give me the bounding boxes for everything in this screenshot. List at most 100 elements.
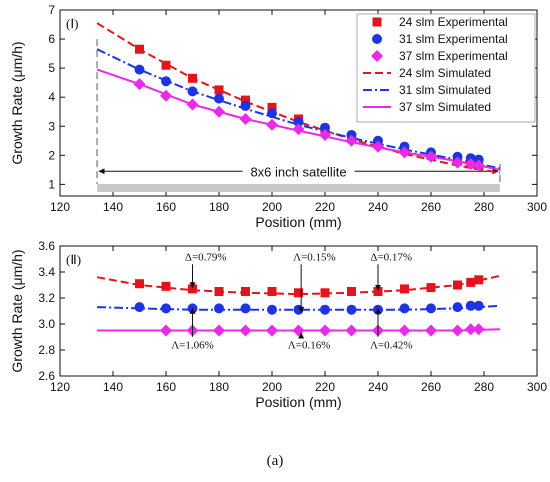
data-point-s37 (160, 324, 172, 337)
data-point-s37 (398, 146, 411, 159)
legend-label: 31 slm Simulated (399, 83, 491, 97)
plot-frame (59, 245, 538, 377)
data-point-s31 (399, 303, 410, 314)
data-point-s37 (345, 324, 358, 337)
data-point-s31 (134, 64, 145, 75)
data-point-s24 (241, 95, 250, 105)
data-point-s24 (214, 85, 224, 95)
y-tick-label: 3 (48, 119, 55, 133)
legend-label: 31 slm Experimental (399, 32, 508, 46)
data-point-s37 (345, 134, 358, 147)
y-tick-label: 3.2 (38, 291, 55, 305)
legend: 24 slm Experimental 31 slm Experimental 37… (356, 13, 536, 123)
annotation-label: Λ=0.42% (370, 340, 413, 352)
panel-label: (Ⅰ) (66, 16, 79, 31)
data-point-s24 (267, 102, 277, 112)
annotation-label: Λ=1.06% (171, 340, 214, 352)
data-point-s24 (188, 284, 197, 294)
data-point-s37 (319, 128, 331, 141)
legend-box (356, 13, 536, 123)
data-point-s24 (466, 277, 476, 287)
data-point-s31 (320, 122, 330, 133)
data-point-s31 (267, 108, 277, 119)
plot-frame (59, 9, 538, 197)
data-point-s31 (240, 100, 251, 111)
data-point-s31 (293, 116, 304, 127)
data-point-s31 (214, 93, 224, 104)
y-tick-label: 3.6 (38, 239, 55, 253)
data-point-s31 (465, 300, 476, 311)
data-point-s24 (135, 279, 144, 289)
x-tick-label: 220 (315, 200, 335, 214)
data-point-s37 (292, 123, 305, 136)
x-tick-label: 280 (474, 380, 494, 394)
data-point-s37 (186, 98, 199, 111)
x-tick-label: 180 (209, 200, 229, 214)
y-tick-label: 4 (48, 90, 55, 104)
y-tick-label: 2 (48, 148, 55, 162)
data-point-s31 (161, 303, 171, 314)
data-point-s37 (266, 118, 278, 131)
legend-marker-s24 (372, 17, 382, 27)
x-tick-label: 160 (156, 200, 176, 214)
data-point-s37 (464, 323, 477, 336)
data-point-s31 (161, 76, 171, 87)
data-point-s24 (135, 44, 144, 54)
data-point-s37 (292, 324, 305, 337)
data-point-s37 (319, 324, 331, 337)
x-tick-label: 120 (50, 380, 70, 394)
x-tick-label: 160 (156, 380, 176, 394)
x-tick-label: 180 (209, 380, 229, 394)
data-point-s31 (452, 302, 463, 313)
y-tick-label: 2.6 (38, 369, 55, 383)
x-tick-label: 300 (527, 380, 547, 394)
x-axis-title: Position (mm) (255, 214, 341, 230)
data-point-s24 (373, 287, 383, 296)
legend-label: 37 slm Experimental (399, 49, 508, 63)
legend-label: 37 slm Simulated (399, 100, 491, 114)
x-tick-label: 260 (421, 380, 441, 394)
data-point-s31 (426, 303, 436, 314)
x-tick-label: 240 (368, 380, 388, 394)
data-point-s31 (293, 304, 304, 315)
x-tick-label: 140 (103, 200, 123, 214)
y-tick-label: 2.8 (38, 343, 55, 357)
data-point-s31 (267, 304, 277, 315)
data-point-s24 (241, 287, 250, 296)
x-tick-label: 220 (315, 380, 335, 394)
data-point-s31 (346, 304, 357, 315)
y-tick-label: 5 (48, 61, 55, 75)
data-point-s37 (213, 324, 225, 337)
data-point-s37 (239, 324, 252, 337)
x-tick-label: 280 (474, 200, 494, 214)
figure-caption: (a) (267, 453, 284, 469)
data-point-s37 (160, 89, 172, 102)
satellite-label: 8x6 inch satellite (250, 164, 346, 179)
data-point-s31 (473, 300, 484, 311)
data-point-s37 (472, 323, 485, 336)
data-point-s31 (134, 302, 145, 313)
annotation-label: Λ=0.15% (293, 251, 336, 263)
simulated-line-s31 (97, 304, 500, 311)
data-point-s37 (425, 150, 437, 163)
data-point-s24 (214, 287, 224, 296)
data-point-s37 (451, 156, 464, 169)
data-point-s24 (188, 73, 197, 83)
data-point-s37 (425, 324, 437, 337)
legend-marker-s37 (371, 50, 383, 62)
data-point-s24 (474, 275, 484, 285)
data-point-s37 (133, 78, 146, 91)
data-point-s37 (464, 158, 477, 171)
x-tick-label: 260 (421, 200, 441, 214)
data-point-s24 (453, 280, 462, 290)
x-tick-label: 300 (527, 200, 547, 214)
y-axis-title: Growth Rate (μm/h) (9, 41, 25, 164)
data-point-s37 (239, 112, 252, 125)
x-tick-label: 140 (103, 380, 123, 394)
y-tick-label: 3.0 (38, 317, 55, 331)
data-point-s31 (240, 303, 251, 314)
data-point-s37 (472, 159, 485, 172)
satellite-label-bg (242, 161, 355, 180)
panel-2: 120 140 160 180 200 220 240 260 280 300 2.6 2.8 3.0 3… (9, 239, 547, 410)
